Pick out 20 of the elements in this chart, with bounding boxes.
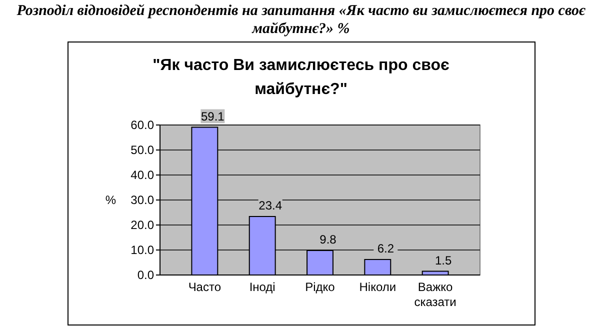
y-tick-label: 30.0	[130, 193, 154, 208]
y-tick-label: 50.0	[130, 143, 154, 158]
data-label: 6.2	[377, 242, 394, 256]
x-tick-label: Важко сказати	[414, 280, 456, 309]
y-tick-label: 20.0	[130, 218, 154, 232]
y-tick-label: 40.0	[130, 168, 154, 182]
y-tick-label: 10.0	[130, 243, 154, 258]
chart-subtitle: "Як часто Ви замислюєтесь про своє майбутнє?"	[152, 57, 450, 98]
y-tick-label: 0.0	[137, 268, 154, 282]
x-tick-label: Іноді	[249, 280, 276, 294]
data-label: 23.4	[258, 198, 282, 212]
y-tick-label: 60.0	[130, 118, 154, 132]
data-label: 59.1	[201, 109, 225, 124]
x-tick-label: Ніколи	[359, 280, 396, 294]
data-label: 1.5	[434, 253, 452, 268]
x-tick-label: Рідко	[305, 280, 336, 294]
x-tick-label: Часто	[188, 280, 222, 294]
y-axis-title: %	[105, 193, 116, 208]
chart-title: Розподіл відповідей респондентів на запитання «Як часто ви замислюєтеся про своє майбутнє?» %	[16, 3, 586, 37]
data-label: 9.8	[320, 232, 337, 246]
